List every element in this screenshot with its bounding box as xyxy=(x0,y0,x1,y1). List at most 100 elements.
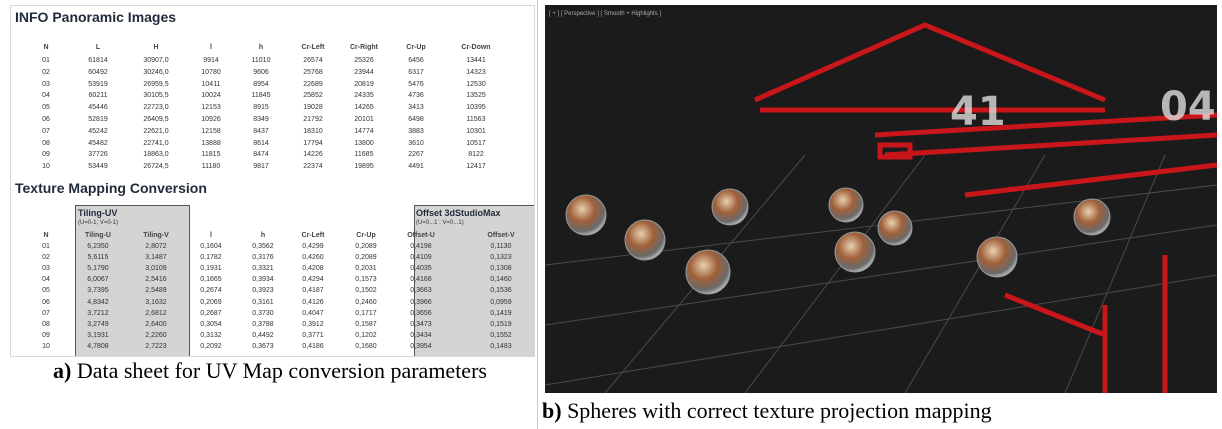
column-header: Tiling-U xyxy=(85,232,111,239)
table-cell: 9817 xyxy=(253,163,269,171)
column-header: Cr-Down xyxy=(461,44,491,51)
table-cell: 01 xyxy=(42,57,50,64)
caption-text: Data sheet for UV Map conversion paramet… xyxy=(76,358,487,383)
table-cell: 0,3473 xyxy=(410,320,432,328)
table-cell: 6317 xyxy=(408,68,424,76)
column-header: h xyxy=(260,232,266,239)
table-cell: 5476 xyxy=(408,80,424,88)
table-cell: 25768 xyxy=(303,68,323,76)
column-header: Cr-Up xyxy=(356,232,376,239)
table-cell: 37726 xyxy=(88,151,108,159)
table-cell: 0,1536 xyxy=(490,287,512,295)
viewport-label: [ + ] [ Perspective ] [ Smooth + Highlig… xyxy=(549,11,661,17)
table-cell: 60211 xyxy=(88,92,108,100)
table-cell: 22723,0 xyxy=(143,104,169,112)
table-cell: 9606 xyxy=(253,68,269,76)
table-cell: 0,2089 xyxy=(355,243,377,250)
table-cell: 05 xyxy=(42,287,50,295)
table-cell: 10024 xyxy=(201,92,221,100)
table-cell: 8915 xyxy=(253,104,269,112)
table-cell: 06 xyxy=(42,298,50,306)
table-cell: 22621,0 xyxy=(143,127,169,135)
table-cell: 6,0067 xyxy=(87,276,109,284)
table-cell: 10780 xyxy=(201,68,221,76)
table-cell: 13800 xyxy=(354,139,374,147)
table-cell: 06 xyxy=(42,116,50,123)
table-cell: 12417 xyxy=(466,163,486,171)
table-cell: 2267 xyxy=(408,151,424,159)
table-cell: 14226 xyxy=(303,151,323,159)
table-cell: 0,1460 xyxy=(490,276,512,284)
tiling-box xyxy=(75,205,190,356)
table-cell: 6,2350 xyxy=(87,243,109,250)
table-cell: 18310 xyxy=(303,127,323,135)
table-cell: 0,1130 xyxy=(490,243,512,250)
table-cell: 0,1552 xyxy=(490,331,512,339)
column-header: H xyxy=(153,44,159,51)
table-cell: 53449 xyxy=(88,163,108,171)
table-cell: 0,3673 xyxy=(252,342,274,350)
table-cell: 20819 xyxy=(354,80,374,88)
table-cell: 0,2069 xyxy=(200,298,222,306)
table-cell: 30907,0 xyxy=(143,57,169,64)
spreadsheet: INFO Panoramic Images Texture Mapping Co… xyxy=(10,5,535,357)
table-cell: 14323 xyxy=(466,68,486,76)
table-cell: 0,4035 xyxy=(410,265,432,273)
table-cell: 26959,5 xyxy=(143,80,169,88)
table-cell: 08 xyxy=(42,139,50,147)
table-cell: 0,0959 xyxy=(490,298,512,306)
table-cell: 8614 xyxy=(253,139,269,147)
table-cell: 0,3176 xyxy=(252,254,274,262)
table-cell: 0,1573 xyxy=(355,276,377,284)
table-cell: 30105,5 xyxy=(143,92,169,100)
table-cell: 10411 xyxy=(201,80,221,88)
table-cell: 14265 xyxy=(354,104,374,112)
caption-b: b) Spheres with correct texture projecti… xyxy=(540,396,1222,426)
table-cell: 0,1665 xyxy=(200,276,222,284)
table-cell: 0,1202 xyxy=(355,331,377,339)
table-cell: 0,4187 xyxy=(302,287,324,295)
table-cell: 0,3321 xyxy=(252,265,274,273)
table-cell: 13888 xyxy=(201,139,221,147)
table-cell: 2,8072 xyxy=(145,243,167,250)
table-cell: 03 xyxy=(42,265,50,273)
table-cell: 22741,0 xyxy=(143,139,169,147)
table-cell: 0,3934 xyxy=(252,276,274,284)
table-cell: 5,6115 xyxy=(87,254,109,262)
column-header: N xyxy=(43,232,49,239)
column-header: Cr-Up xyxy=(406,44,426,51)
table-cell: 25326 xyxy=(354,57,374,64)
table-cell: 3,2749 xyxy=(87,320,109,328)
table-cell: 0,1308 xyxy=(490,265,512,273)
table-cell: 26574 xyxy=(303,57,323,64)
table-cell: 3413 xyxy=(408,104,424,112)
table-title: Texture Mapping Conversion xyxy=(15,180,207,196)
table-cell: 4,7808 xyxy=(87,342,109,350)
column-header: Tiling-V xyxy=(143,232,169,239)
table-cell: 0,4260 xyxy=(302,254,324,262)
table-cell: 9914 xyxy=(203,57,219,64)
table-cell: 10395 xyxy=(466,104,486,112)
offset-box xyxy=(414,205,534,356)
table-cell: 4736 xyxy=(408,92,424,100)
table-cell: 26409,5 xyxy=(143,116,169,123)
table-cell: 0,1502 xyxy=(355,287,377,295)
table-cell: 0,3054 xyxy=(200,320,222,328)
table-cell: 17794 xyxy=(303,139,323,147)
table-cell: 0,4294 xyxy=(302,276,324,284)
table-cell: 23944 xyxy=(354,68,374,76)
table-cell: 11845 xyxy=(251,92,271,100)
table-cell: 05 xyxy=(42,104,50,112)
table-cell: 13525 xyxy=(466,92,486,100)
table-cell: 45242 xyxy=(88,127,108,135)
table-cell: 19028 xyxy=(303,104,323,112)
column-header: N xyxy=(43,44,49,51)
table-cell: 11685 xyxy=(354,151,374,159)
table-cell: 2,6400 xyxy=(145,320,167,328)
table-cell: 0,4299 xyxy=(302,243,324,250)
table-cell: 3,1931 xyxy=(87,331,109,339)
table-cell: 09 xyxy=(42,331,50,339)
table-cell: 5,1790 xyxy=(87,265,109,273)
table-cell: 2,2260 xyxy=(145,331,167,339)
